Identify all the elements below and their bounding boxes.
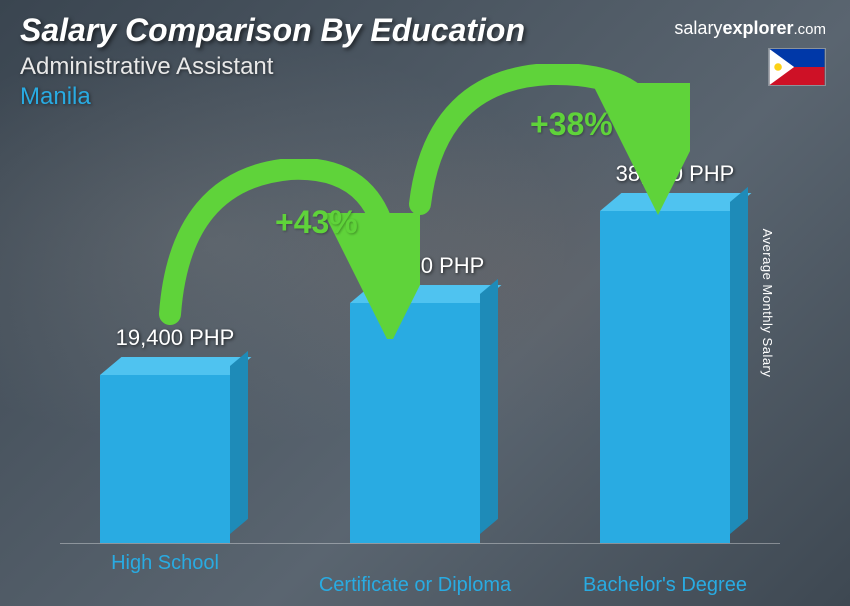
brand-logo: salaryexplorer.com xyxy=(674,18,826,39)
bar-top xyxy=(100,357,251,375)
bar-bachelor: 38,400 PHP Bachelor's Degree xyxy=(600,211,730,543)
bar-side xyxy=(230,351,248,534)
bar-label: Certificate or Diploma xyxy=(305,574,525,597)
bar-label: Bachelor's Degree xyxy=(555,574,775,597)
growth-label-2: +38% xyxy=(530,106,613,143)
chart-area: 19,400 PHP High School 27,800 PHP Certif… xyxy=(60,104,780,544)
growth-arrow-2 xyxy=(390,64,690,234)
y-axis-label: Average Monthly Salary xyxy=(760,229,775,378)
growth-label-1: +43% xyxy=(275,204,358,241)
bar-side xyxy=(480,279,498,534)
bar-certificate: 27,800 PHP Certificate or Diploma xyxy=(350,303,480,543)
bar-high-school: 19,400 PHP High School xyxy=(100,375,230,543)
brand-part1: salary xyxy=(674,18,722,38)
brand-part2: explorer xyxy=(722,18,793,38)
bar-label: High School xyxy=(55,552,275,575)
bar-side xyxy=(730,187,748,534)
brand-suffix: .com xyxy=(793,21,826,38)
growth-arrow-1 xyxy=(140,159,420,339)
philippines-flag-icon xyxy=(768,48,826,86)
